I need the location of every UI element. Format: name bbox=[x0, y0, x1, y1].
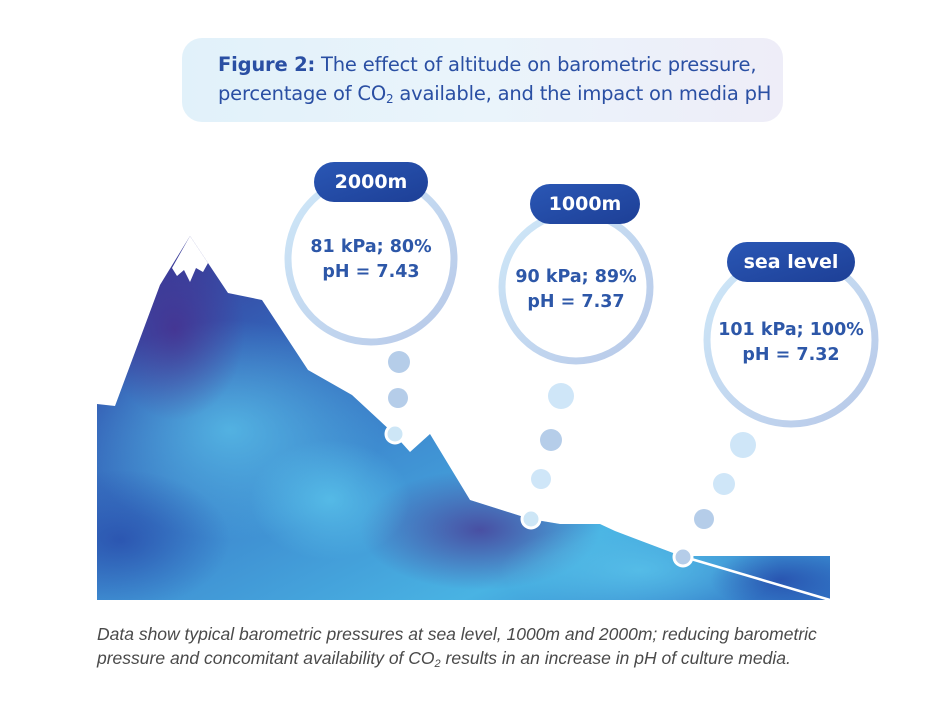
sea-level-line bbox=[680, 554, 831, 602]
figure-label: Figure 2: bbox=[218, 53, 316, 76]
bubble bbox=[531, 469, 551, 489]
ph-sea-level: pH = 7.32 bbox=[742, 345, 840, 365]
marker-2000m bbox=[284, 162, 458, 445]
pressure-co2-2000m: 81 kPa; 80% bbox=[310, 237, 432, 257]
caption-part1: Data show typical barometric pressures a… bbox=[97, 624, 817, 668]
bubble bbox=[388, 388, 408, 408]
altitude-label-2000m: 2000m bbox=[334, 171, 408, 193]
bubble bbox=[540, 429, 562, 451]
figure-caption: Data show typical barometric pressures a… bbox=[97, 622, 857, 676]
pressure-co2-sea-level: 101 kPa; 100% bbox=[718, 320, 864, 340]
caption-subscript: 2 bbox=[434, 658, 441, 670]
figure-title: Figure 2: The effect of altitude on baro… bbox=[218, 50, 771, 114]
location-dot bbox=[520, 508, 542, 530]
location-dot bbox=[672, 546, 694, 568]
figure-title-box: Figure 2: The effect of altitude on baro… bbox=[182, 38, 783, 122]
figure-title-subscript: 2 bbox=[385, 92, 394, 106]
snow-cap bbox=[172, 236, 208, 282]
bubble bbox=[388, 351, 410, 373]
figure-title-part3: available, and the impact on media pH bbox=[393, 82, 772, 105]
bubble bbox=[730, 432, 756, 458]
ph-2000m: pH = 7.43 bbox=[322, 262, 420, 282]
badge-2000m bbox=[314, 162, 428, 202]
figure-title-part1: The effect of altitude on barometric pre… bbox=[315, 53, 757, 76]
pressure-co2-1000m: 90 kPa; 89% bbox=[515, 267, 637, 287]
caption-part2: results in an increase in pH of culture … bbox=[440, 648, 791, 668]
badge-1000m bbox=[530, 184, 640, 224]
location-dot bbox=[384, 423, 406, 445]
bubble bbox=[713, 473, 735, 495]
bubble bbox=[694, 509, 714, 529]
bubble bbox=[548, 383, 574, 409]
figure-title-part2: percentage of CO bbox=[218, 82, 386, 105]
value-1000m: 90 kPa; 89% pH = 7.37 bbox=[506, 265, 646, 315]
value-sea-level: 101 kPa; 100% pH = 7.32 bbox=[706, 318, 876, 368]
marker-sea-level bbox=[672, 242, 879, 568]
marker-1000m bbox=[498, 184, 654, 530]
badge-sea-level bbox=[727, 242, 855, 282]
value-2000m: 81 kPa; 80% pH = 7.43 bbox=[301, 235, 441, 285]
altitude-label-sea-level: sea level bbox=[743, 251, 839, 273]
altitude-label-1000m: 1000m bbox=[548, 193, 622, 215]
ph-1000m: pH = 7.37 bbox=[527, 292, 625, 312]
